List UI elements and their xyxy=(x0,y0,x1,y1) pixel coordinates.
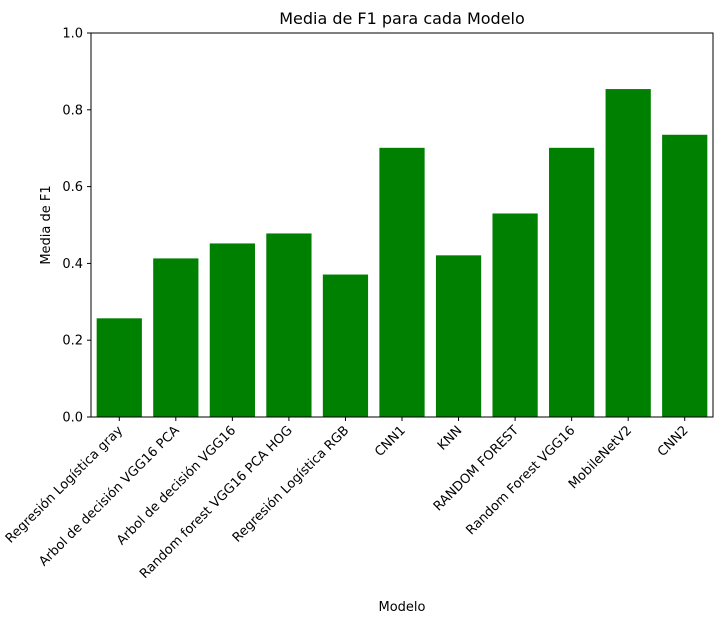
bar-2 xyxy=(153,258,199,417)
x-tick-label: CNN2 xyxy=(655,423,692,460)
bar-3 xyxy=(209,243,255,417)
y-tick-label: 1.0 xyxy=(62,27,83,42)
bar-6 xyxy=(379,147,425,418)
bar-1 xyxy=(96,318,142,417)
bar-8 xyxy=(492,213,538,417)
bar-5 xyxy=(322,274,369,417)
x-tick-label: Arbol de decisión VGG16 xyxy=(114,423,239,548)
y-tick-label: 0.0 xyxy=(62,411,83,426)
y-tick-label: 0.6 xyxy=(62,180,83,195)
bar-10 xyxy=(605,89,651,418)
bar-4 xyxy=(266,233,312,417)
bar-9 xyxy=(549,147,595,418)
y-tick-label: 0.8 xyxy=(62,103,83,118)
x-tick-label: CNN1 xyxy=(372,423,409,460)
x-tick-label: Random Forest VGG16 xyxy=(464,423,579,538)
y-tick-label: 0.4 xyxy=(62,257,83,272)
y-axis-title: Media de F1 xyxy=(39,185,54,264)
x-tick-label: KNN xyxy=(435,423,465,453)
x-tick-label: Regresión Logística gray xyxy=(3,423,126,546)
bars-layer xyxy=(96,89,708,418)
chart-title: Media de F1 para cada Modelo xyxy=(279,9,525,28)
bar-7 xyxy=(435,255,482,417)
x-axis-title: Modelo xyxy=(379,600,426,615)
y-tick-label: 0.2 xyxy=(62,334,83,349)
bar-11 xyxy=(662,134,708,417)
x-tick-label: Regresión Logística RGB xyxy=(230,423,352,545)
